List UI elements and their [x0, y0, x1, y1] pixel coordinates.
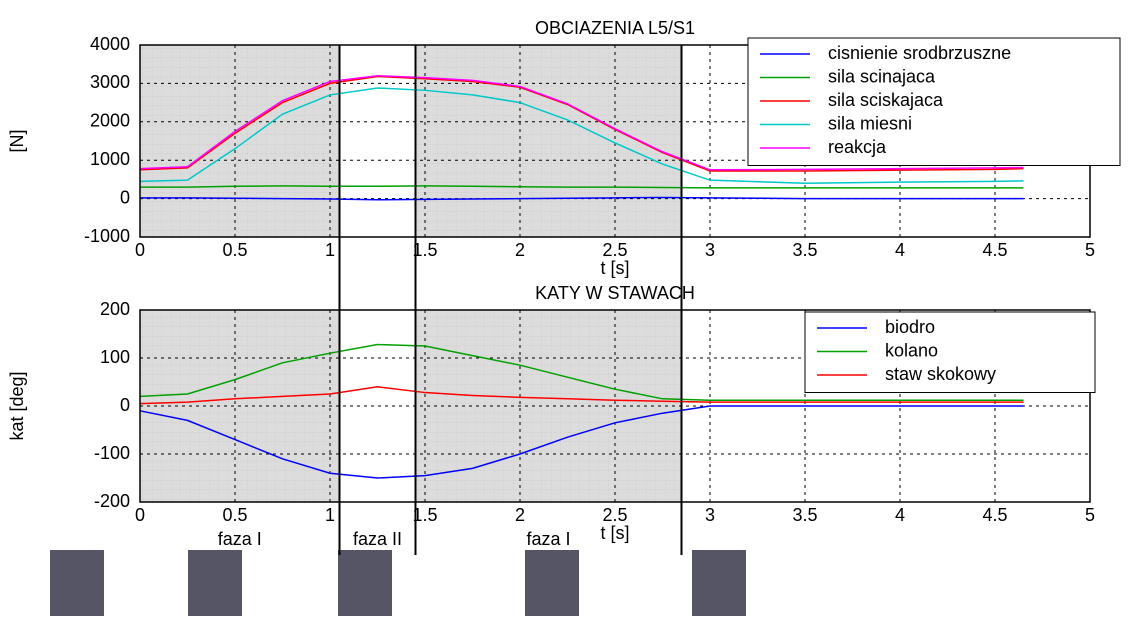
x-tick-label: 2.5	[602, 240, 627, 260]
chart-title: KATY W STAWACH	[535, 283, 695, 303]
x-tick-label: 0.5	[222, 505, 247, 525]
x-tick-label: 4	[895, 240, 905, 260]
x-tick-label: 3	[705, 240, 715, 260]
photo	[525, 550, 579, 616]
series-line	[139, 74, 1024, 171]
x-tick-label: 4	[895, 505, 905, 525]
x-tick-label: 3.5	[792, 505, 817, 525]
x-axis-label: t [s]	[600, 258, 629, 278]
x-tick-label: 1.5	[412, 240, 437, 260]
x-tick-label: 1	[325, 240, 335, 260]
x-tick-label: 3.5	[792, 240, 817, 260]
x-tick-label: 4.5	[982, 505, 1007, 525]
x-tick-label: 5	[1085, 240, 1095, 260]
y-tick-label: 2000	[90, 111, 130, 131]
series-line	[139, 87, 1024, 184]
legend-label: reakcja	[828, 137, 887, 157]
x-tick-label: 3	[705, 505, 715, 525]
x-axis-label: t [s]	[600, 523, 629, 543]
y-tick-label: 0	[120, 187, 130, 207]
legend-label: cisnienie srodbrzuszne	[828, 43, 1011, 63]
photo	[188, 550, 242, 616]
photo	[50, 550, 104, 616]
x-tick-label: 1	[325, 505, 335, 525]
y-tick-label: -200	[94, 491, 130, 511]
legend-label: sila scinajaca	[828, 66, 936, 86]
photos	[50, 550, 746, 616]
y-tick-label: 100	[100, 347, 130, 367]
y-tick-label: -100	[94, 443, 130, 463]
x-tick-label: 1.5	[412, 505, 437, 525]
series-line	[139, 343, 1024, 401]
series-line	[139, 386, 1024, 405]
phase-label: faza II	[353, 529, 402, 549]
legend-label: biodro	[885, 317, 935, 337]
y-tick-label: 4000	[90, 34, 130, 54]
y-tick-label: 1000	[90, 149, 130, 169]
phase-label: faza I	[218, 529, 262, 549]
shaded-region	[140, 45, 340, 237]
x-tick-label: 4.5	[982, 240, 1007, 260]
y-axis-label: kat [deg]	[7, 371, 27, 440]
axes-frame	[139, 309, 1091, 503]
x-tick-label: 2.5	[602, 505, 627, 525]
chart-title: OBCIAZENIA L5/S1	[535, 18, 695, 38]
legend-label: kolano	[885, 340, 938, 360]
y-tick-label: -1000	[84, 226, 130, 246]
photo	[692, 550, 746, 616]
y-axis-label: [N]	[7, 129, 27, 152]
phase-label: faza I	[526, 529, 570, 549]
legend-label: sila sciskajaca	[828, 90, 944, 110]
x-tick-label: 5	[1085, 505, 1095, 525]
y-tick-label: 3000	[90, 72, 130, 92]
series-line	[140, 196, 1024, 201]
series-line	[139, 405, 1024, 479]
legend-label: sila miesni	[828, 113, 912, 133]
legend-label: staw skokowy	[885, 364, 996, 384]
x-tick-label: 0.5	[222, 240, 247, 260]
x-tick-label: 0	[135, 240, 145, 260]
x-tick-label: 2	[515, 240, 525, 260]
y-tick-label: 200	[100, 299, 130, 319]
series-line	[140, 185, 1024, 189]
x-tick-label: 2	[515, 505, 525, 525]
x-tick-label: 0	[135, 505, 145, 525]
photo	[338, 550, 392, 616]
y-tick-label: 0	[120, 395, 130, 415]
